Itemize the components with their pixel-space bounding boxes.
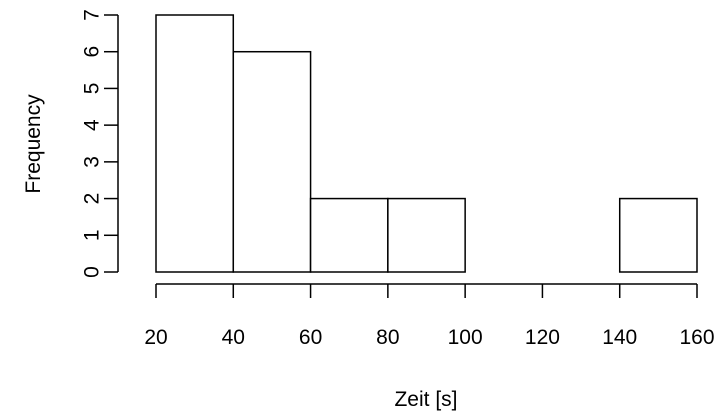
y-axis-label: Frequency xyxy=(22,94,45,194)
x-tick-label: 40 xyxy=(222,326,245,349)
y-tick-label: 4 xyxy=(81,119,104,131)
x-tick-label: 60 xyxy=(299,326,322,349)
x-tick-label: 140 xyxy=(602,326,637,349)
x-axis-label: Zeit [s] xyxy=(394,388,457,411)
x-tick-label: 160 xyxy=(679,326,714,349)
x-tick-label: 100 xyxy=(448,326,483,349)
y-tick-label: 7 xyxy=(81,9,104,21)
y-axis: 0 1 2 3 4 5 6 7 xyxy=(81,9,119,278)
histogram-bar xyxy=(618,197,698,273)
y-tick-label: 0 xyxy=(81,266,104,278)
y-tick-label: 5 xyxy=(81,83,104,95)
x-tick-label: 120 xyxy=(525,326,560,349)
x-tick-label: 80 xyxy=(376,326,399,349)
x-tick-label: 20 xyxy=(144,326,167,349)
y-tick-label: 3 xyxy=(81,156,104,168)
x-axis: 20 40 60 80 100 120 140 160 xyxy=(144,283,715,349)
histogram-bar xyxy=(155,14,235,273)
histogram-bar xyxy=(309,197,389,273)
histogram-bars xyxy=(155,14,698,273)
y-tick-label: 6 xyxy=(81,46,104,58)
y-tick-label: 1 xyxy=(81,229,104,241)
histogram-bar xyxy=(232,50,312,273)
histogram-bar xyxy=(387,197,466,273)
y-tick-label: 2 xyxy=(81,193,104,205)
